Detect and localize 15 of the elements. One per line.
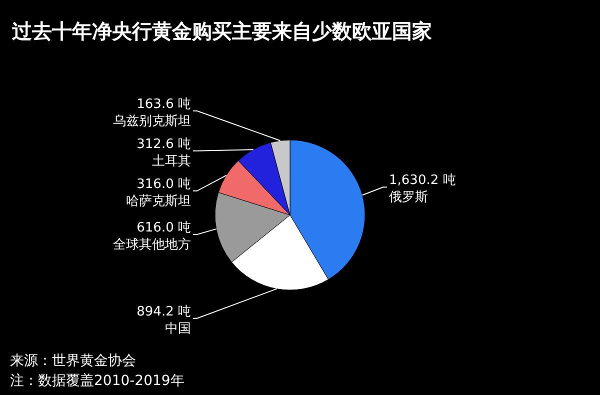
data-label: 894.2 吨 xyxy=(136,304,191,320)
slice-label: 俄罗斯 xyxy=(389,190,428,206)
slice-label: 中国 xyxy=(165,321,191,336)
data-label: 616.0 吨 xyxy=(136,220,191,236)
data-label: 163.6 吨 xyxy=(136,96,191,112)
chart-title: 过去十年净央行黄金购买主要来自少数欧亚国家 xyxy=(11,19,432,43)
source-note: 来源：世界黄金协会 xyxy=(10,353,136,369)
slice-label: 全球其他地方 xyxy=(113,236,191,253)
data-label: 312.6 吨 xyxy=(136,136,191,152)
slice-label: 乌兹别克斯坦 xyxy=(113,114,191,129)
data-label: 1,630.2 吨 xyxy=(389,173,456,188)
text: 注：数据覆盖2010-2019年 xyxy=(10,373,184,389)
slice-label: 哈萨克斯坦 xyxy=(126,194,191,209)
data-label: 316.0 吨 xyxy=(136,176,191,192)
slice-label: 土耳其 xyxy=(152,154,191,169)
